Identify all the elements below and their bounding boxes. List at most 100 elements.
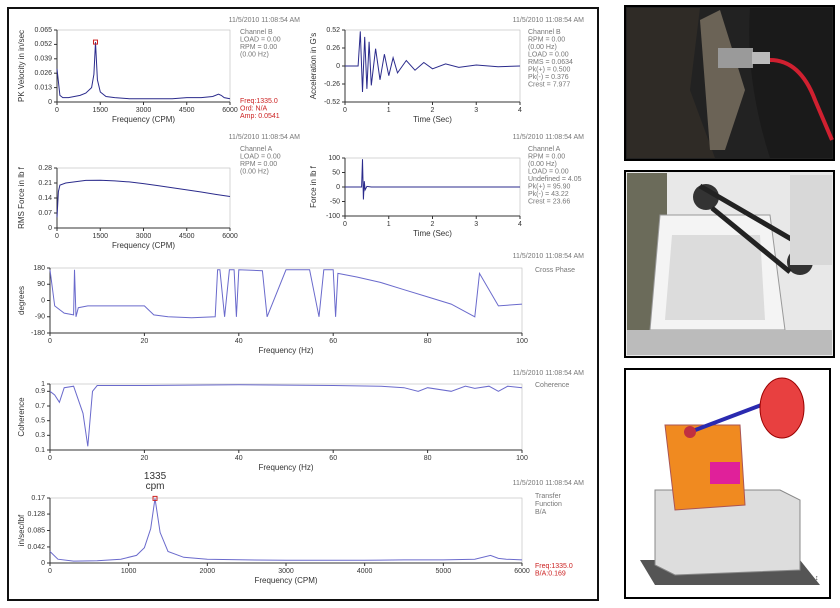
- info-line: LOAD = 0.00: [240, 36, 281, 43]
- x-tick-label: 0: [343, 221, 347, 228]
- timestamp: 11/5/2010 11:08:54 AM: [229, 17, 301, 24]
- plot-area: [49, 383, 523, 451]
- y-tick-label: 0.052: [34, 41, 52, 48]
- y-tick-label: 0.14: [38, 195, 52, 202]
- timestamp: 11/5/2010 11:08:54 AM: [229, 134, 301, 141]
- info-line: (0.00 Hz): [528, 161, 557, 168]
- x-tick-label: 0: [48, 455, 52, 462]
- x-tick-label: 1: [387, 221, 391, 228]
- info-line: Undefined = 4.05: [528, 176, 582, 183]
- y-tick-label: 0.07: [38, 210, 52, 217]
- y-tick-label: 0.21: [38, 180, 52, 187]
- x-tick-label: 4500: [179, 233, 195, 240]
- data-line: [56, 179, 231, 218]
- x-tick-label: 20: [141, 455, 149, 462]
- info-line: (0.00 Hz): [240, 51, 269, 58]
- x-tick-label: 0: [55, 233, 59, 240]
- x-tick-label: 1: [387, 107, 391, 114]
- y-tick-label: -100: [326, 213, 340, 220]
- info-line: Channel A: [528, 146, 561, 153]
- timestamp: 11/5/2010 11:08:54 AM: [513, 370, 585, 377]
- y-tick-label: -0.26: [324, 81, 340, 88]
- info-line: Crest = 23.66: [528, 198, 570, 205]
- info-line: RMS = 0.0634: [528, 59, 573, 66]
- timestamp: 11/5/2010 11:08:54 AM: [513, 253, 585, 260]
- info-line: LOAD = 0.00: [528, 51, 569, 58]
- x-tick-label: 100: [516, 455, 528, 462]
- x-tick-label: 80: [424, 455, 432, 462]
- info-line: Pk(-) = 0.376: [528, 74, 569, 81]
- data-line: [49, 384, 523, 447]
- y-tick-label: 0.9: [35, 388, 45, 395]
- x-tick-label: 4500: [179, 107, 195, 114]
- y-tick-label: 0.17: [31, 495, 45, 502]
- x-tick-label: 0: [48, 338, 52, 345]
- data-line: [345, 159, 520, 200]
- y-tick-label: 0: [41, 297, 45, 304]
- y-tick-label: 0.3: [35, 432, 45, 439]
- y-tick-label: 0.1: [35, 447, 45, 454]
- timestamp: 11/5/2010 11:08:54 AM: [513, 17, 585, 24]
- info-line: (0.00 Hz): [240, 168, 269, 175]
- info-line: Crest = 7.977: [528, 81, 570, 88]
- y-tick-label: 0: [336, 63, 340, 70]
- y-axis-label: in/sec/lbf: [17, 514, 26, 546]
- x-tick-label: 0: [55, 107, 59, 114]
- timestamp: 11/5/2010 11:08:54 AM: [513, 134, 585, 141]
- machine-photo: [624, 170, 835, 358]
- y-tick-label: 0: [41, 560, 45, 567]
- y-tick-label: 0.065: [34, 27, 52, 34]
- x-tick-label: 60: [329, 455, 337, 462]
- info-line: Pk(+) = 95.90: [528, 183, 571, 190]
- y-tick-label: -0.52: [324, 99, 340, 106]
- x-axis-label: Frequency (Hz): [258, 346, 313, 355]
- info-line: LOAD = 0.00: [528, 168, 569, 175]
- peak-annotation: cpm: [146, 481, 165, 492]
- x-tick-label: 3000: [136, 233, 152, 240]
- data-line: [49, 498, 523, 562]
- y-tick-label: 0.28: [38, 165, 52, 172]
- info-line: RPM = 0.00: [528, 36, 565, 43]
- y-axis-label: Coherence: [17, 397, 26, 437]
- y-tick-label: 180: [33, 265, 45, 272]
- chart-title: B/A: [535, 509, 547, 516]
- info-line: RPM = 0.00: [240, 44, 277, 51]
- y-tick-label: -90: [35, 314, 45, 321]
- x-tick-label: 3: [474, 221, 478, 228]
- plot-area: [56, 29, 231, 103]
- data-line: [56, 42, 231, 100]
- x-tick-label: 0: [48, 568, 52, 575]
- x-tick-label: 1500: [92, 233, 108, 240]
- plot-area: [56, 167, 231, 229]
- axis-icon: ↕: [815, 575, 819, 582]
- info-line: Pk(-) = 43.22: [528, 191, 569, 198]
- info-line: RPM = 0.00: [240, 161, 277, 168]
- y-tick-label: 0: [336, 184, 340, 191]
- x-tick-label: 6000: [514, 568, 530, 575]
- y-tick-label: 0.52: [326, 27, 340, 34]
- info-line: Pk(+) = 0.500: [528, 66, 571, 73]
- timestamp: 11/5/2010 11:08:54 AM: [513, 480, 585, 487]
- readout-line: B/A:0.169: [535, 570, 566, 577]
- x-tick-label: 100: [516, 338, 528, 345]
- x-tick-label: 1000: [121, 568, 137, 575]
- info-line: (0.00 Hz): [528, 44, 557, 51]
- y-axis-label: degrees: [17, 286, 26, 315]
- x-tick-label: 3: [474, 107, 478, 114]
- y-axis-label: Acceleration in G's: [309, 33, 318, 99]
- x-tick-label: 4: [518, 221, 522, 228]
- x-axis-label: Time (Sec): [413, 229, 452, 238]
- y-tick-label: 90: [37, 281, 45, 288]
- readout-line: Amp: 0.0541: [240, 113, 280, 120]
- x-axis-label: Frequency (CPM): [112, 241, 175, 250]
- y-axis-label: PK Velocity in in/sec: [17, 30, 26, 102]
- x-tick-label: 3000: [136, 107, 152, 114]
- peak-marker: [152, 495, 158, 501]
- y-tick-label: 1: [41, 381, 45, 388]
- y-tick-label: 0: [48, 99, 52, 106]
- x-tick-label: 6000: [222, 233, 238, 240]
- cad-model: ↕: [624, 368, 831, 599]
- y-tick-label: 0.026: [34, 70, 52, 77]
- y-tick-label: 0.128: [27, 511, 45, 518]
